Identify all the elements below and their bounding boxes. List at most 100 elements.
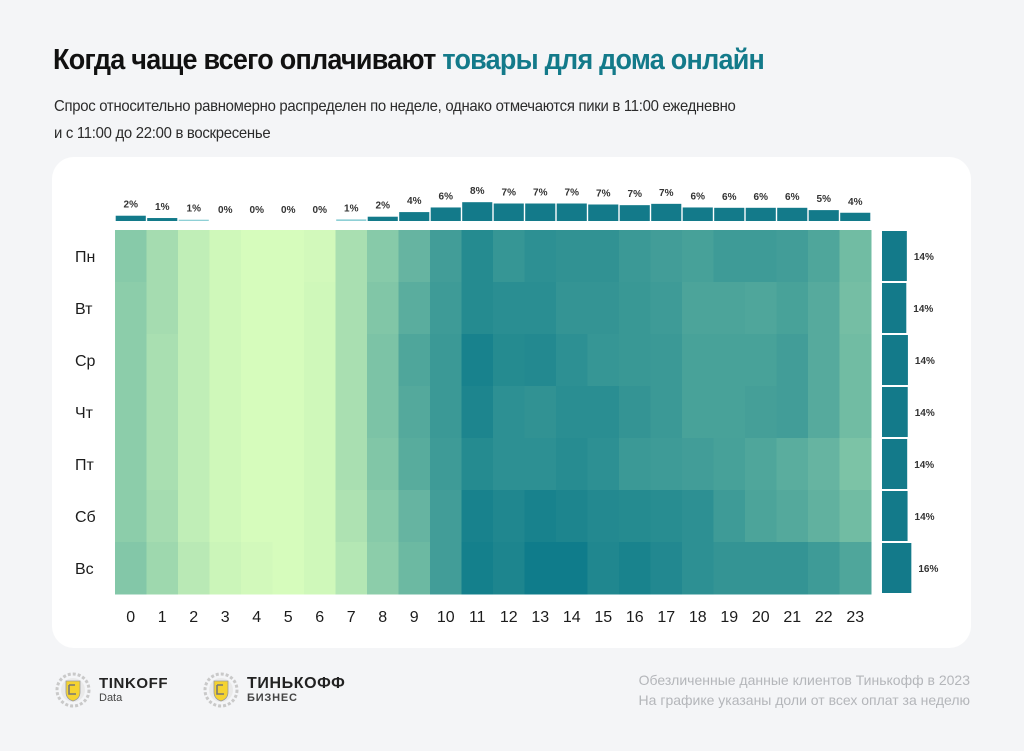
heatmap-cell	[272, 230, 305, 283]
heatmap-cell	[619, 386, 651, 439]
hour-total-label: 7%	[565, 188, 580, 199]
heatmap-cell	[556, 386, 588, 439]
day-total-label: 14%	[914, 460, 934, 471]
heatmap-cell	[587, 230, 620, 283]
heatmap-cell	[619, 282, 651, 335]
day-label: Пт	[75, 457, 95, 474]
heatmap-cell	[430, 542, 462, 595]
heatmap-cell	[524, 334, 557, 387]
logo1-name: TINKOFF	[99, 674, 169, 692]
day-total-bar	[882, 543, 912, 593]
logo2-sub: БИЗНЕС	[247, 691, 298, 704]
heatmap-cell	[839, 438, 872, 491]
heatmap-cell	[178, 282, 210, 335]
hour-label: 16	[626, 609, 644, 626]
heatmap-cell	[713, 490, 746, 543]
heatmap-cell	[839, 282, 872, 335]
heatmap-cell	[682, 490, 714, 543]
heatmap-cell	[745, 542, 777, 595]
hour-total-label: 5%	[817, 194, 832, 205]
hour-label: 19	[720, 609, 738, 626]
heatmap-cell	[556, 282, 588, 335]
heatmap-cell	[650, 282, 683, 335]
heatmap-cell	[650, 386, 683, 439]
heatmap-cell	[682, 282, 714, 335]
heatmap-cell	[650, 438, 683, 491]
hour-total-label: 1%	[187, 204, 202, 215]
hour-total-bar	[619, 205, 650, 221]
heatmap-cell	[619, 542, 651, 595]
hour-total-label: 0%	[313, 205, 328, 216]
subtitle-line-2: и с 11:00 до 22:00 в воскресенье	[54, 125, 271, 142]
heatmap-cell	[493, 386, 525, 439]
heatmap-cell	[241, 542, 273, 595]
hour-label: 8	[378, 609, 387, 626]
heatmap-cell	[335, 438, 368, 491]
heatmap-cell	[461, 386, 494, 439]
heatmap-cell	[430, 490, 462, 543]
heatmap-cell	[587, 334, 620, 387]
logo2-name: ТИНЬКОФФ	[247, 674, 346, 692]
title-main: Когда чаще всего оплачивают	[53, 44, 443, 76]
hour-total-bar	[808, 210, 839, 221]
heatmap-cell	[650, 490, 683, 543]
heatmap-cell	[587, 386, 620, 439]
hour-total-bar	[745, 207, 776, 221]
day-total-bar	[882, 231, 907, 281]
heatmap-cell	[839, 334, 872, 387]
heatmap-cell	[745, 282, 777, 335]
day-total-bar	[882, 439, 908, 489]
heatmap-cell	[776, 334, 809, 387]
hour-total-label: 8%	[470, 186, 485, 197]
day-total-bar	[882, 335, 908, 385]
heatmap-cell	[745, 490, 777, 543]
heatmap-cell	[367, 282, 399, 335]
heatmap-cell	[178, 438, 210, 491]
heatmap-cell	[209, 490, 242, 543]
day-total-label: 14%	[915, 512, 935, 523]
heatmap-cell	[146, 386, 179, 439]
heatmap-cell	[241, 230, 273, 283]
heatmap-cell	[241, 490, 273, 543]
heatmap-cell	[430, 230, 462, 283]
heatmap-cell	[808, 334, 840, 387]
heatmap-cell	[493, 438, 525, 491]
heatmap-cell	[556, 334, 588, 387]
heatmap-cell	[146, 282, 179, 335]
heatmap-cell	[808, 282, 840, 335]
heatmap-cell	[178, 542, 210, 595]
heatmap-cell	[682, 542, 714, 595]
heatmap-cell	[209, 438, 242, 491]
heatmap-cell	[839, 386, 872, 439]
heatmap-cell	[556, 490, 588, 543]
heatmap-cell	[304, 438, 336, 491]
heatmap-cell	[146, 438, 179, 491]
heatmap-cell	[587, 438, 620, 491]
heatmap-cell	[776, 490, 809, 543]
heatmap-cell	[335, 490, 368, 543]
heatmap-cell	[524, 542, 557, 595]
heatmap-cell	[682, 230, 714, 283]
hour-total-label: 6%	[722, 192, 737, 203]
footnote: Обезличенные данные клиентов Тинькофф в …	[639, 670, 970, 710]
heatmap-cell	[178, 386, 210, 439]
subtitle-line-1: Спрос относительно равномерно распределе…	[54, 98, 736, 115]
heatmap-cell	[461, 334, 494, 387]
hour-label: 23	[846, 609, 864, 626]
heatmap-cell	[335, 542, 368, 595]
hour-total-bar	[840, 212, 871, 221]
heatmap-cell	[713, 230, 746, 283]
hour-total-label: 1%	[344, 203, 359, 214]
hour-total-bar	[588, 204, 619, 221]
hour-total-label: 0%	[250, 205, 265, 216]
heatmap-cell	[713, 282, 746, 335]
hour-total-bar	[682, 207, 713, 221]
hour-label: 13	[531, 609, 549, 626]
hour-label: 7	[347, 609, 356, 626]
heatmap-cell	[524, 386, 557, 439]
hour-total-label: 7%	[659, 188, 674, 199]
day-total-label: 16%	[918, 564, 938, 575]
hour-total-label: 6%	[691, 191, 706, 202]
day-total-bar	[882, 491, 908, 541]
